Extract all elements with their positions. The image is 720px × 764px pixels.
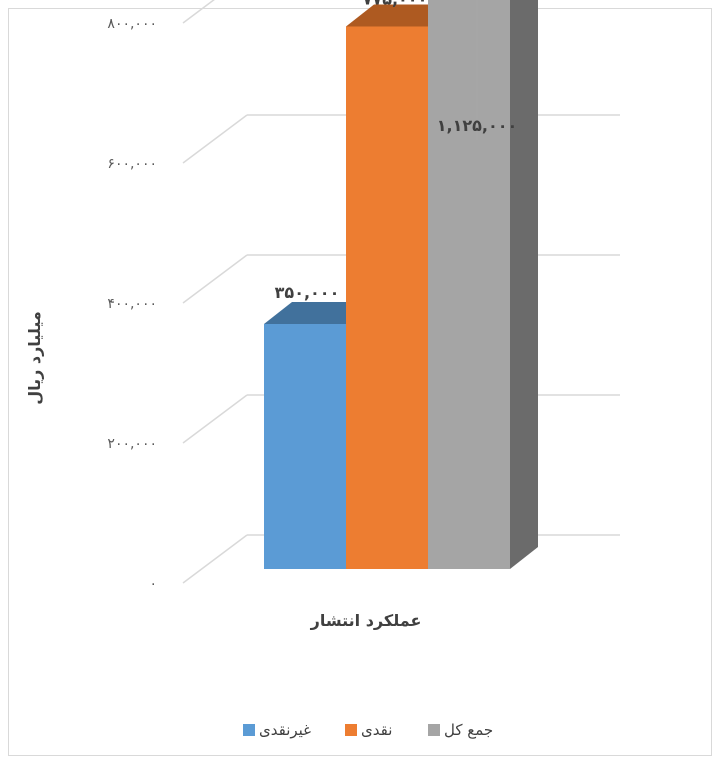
bars xyxy=(264,0,538,569)
x-axis-title: عملکرد انتشار xyxy=(310,611,422,630)
bar-side-2 xyxy=(510,0,538,569)
bar-2 xyxy=(428,0,510,569)
legend-swatch xyxy=(428,724,440,736)
gridline-side xyxy=(182,534,248,584)
y-axis-ticks: ۰۲۰۰,۰۰۰۴۰۰,۰۰۰۶۰۰,۰۰۰۸۰۰,۰۰۰۱,۰۰۰,۰۰۰۱,… xyxy=(107,16,157,592)
data-labels: ۳۵۰,۰۰۰ ۷۷۵,۰۰۰ ۱,۱۲۵,۰۰۰ xyxy=(275,0,518,302)
legend-label: جمع کل xyxy=(444,721,493,739)
y-tick-label: ۰ xyxy=(149,576,157,592)
y-tick-label: ۸۰۰,۰۰۰ xyxy=(107,16,157,32)
gridline-side xyxy=(182,254,248,304)
y-axis-title: میلیارد ریال xyxy=(25,311,44,405)
data-label-1: ۷۷۵,۰۰۰ xyxy=(363,0,428,9)
gridline-side xyxy=(182,114,248,164)
y-tick-label: ۲۰۰,۰۰۰ xyxy=(107,436,157,452)
legend-swatch xyxy=(243,724,255,736)
legend-swatch xyxy=(345,724,357,736)
y-tick-label: ۴۰۰,۰۰۰ xyxy=(107,296,157,312)
bar-1 xyxy=(346,26,428,569)
data-label-0: ۳۵۰,۰۰۰ xyxy=(275,283,340,302)
gridline-side xyxy=(182,394,248,444)
legend-label: غیرنقدی xyxy=(259,721,311,739)
bar-0 xyxy=(264,324,346,569)
gridline-side xyxy=(182,0,215,24)
data-label-2: ۱,۱۲۵,۰۰۰ xyxy=(437,116,518,135)
legend-label: نقدی xyxy=(361,721,392,739)
legend: غیرنقدی نقدی جمع کل xyxy=(243,721,493,739)
y-tick-label: ۶۰۰,۰۰۰ xyxy=(107,156,157,172)
